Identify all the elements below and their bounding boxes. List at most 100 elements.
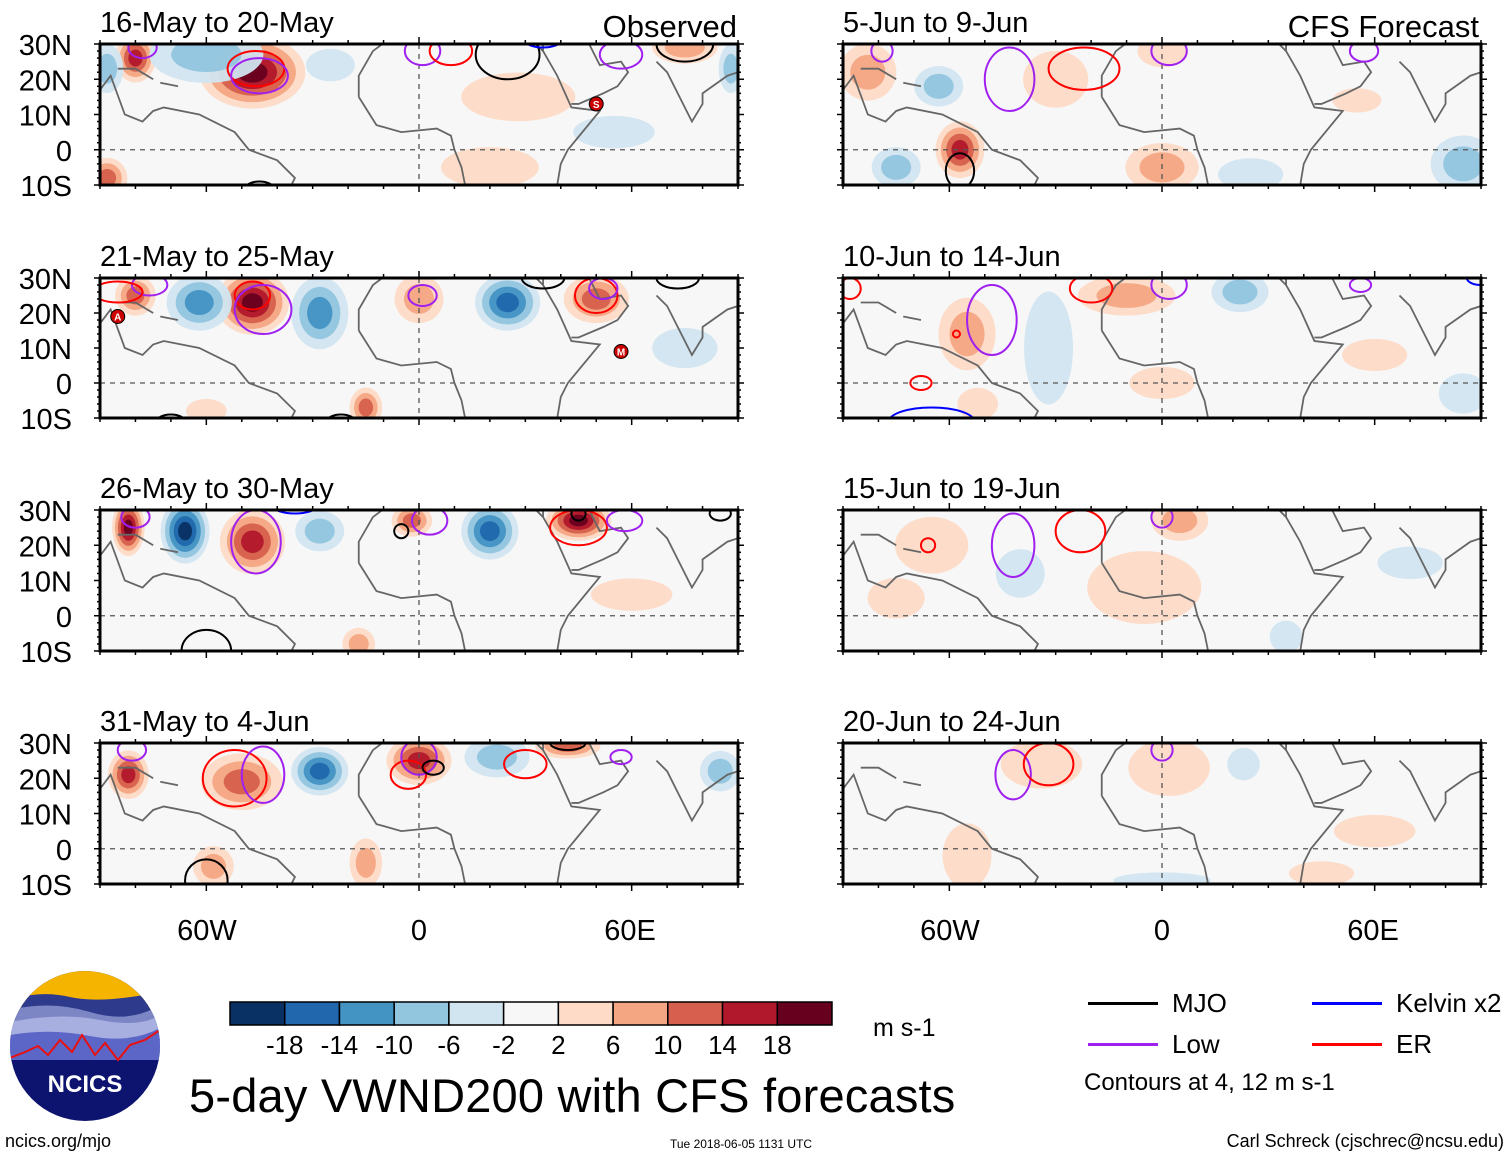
contour-mjo (708, 510, 732, 522)
y-tick-label: 10N (19, 800, 72, 832)
coastline (1277, 743, 1345, 884)
anomaly-shading (1024, 291, 1074, 405)
coastline (655, 526, 738, 590)
coastline (1277, 510, 1345, 651)
contour-mjo (393, 523, 410, 540)
contour-low (588, 278, 619, 300)
anomaly-shading (307, 296, 333, 330)
panel-plot-area: AM (100, 278, 738, 418)
coastline (903, 547, 922, 554)
panel-plot-area: S (100, 44, 738, 185)
anomaly-shading (1443, 146, 1481, 182)
contour-low (605, 510, 644, 533)
coastline (357, 743, 384, 796)
colorbar-label: 6 (606, 1030, 620, 1060)
contour-low (1150, 278, 1188, 300)
contour-mjo (655, 44, 715, 63)
map-panel: 10-Jun to 14-Jun (837, 241, 1487, 425)
panel-title: 16-May to 20-May (100, 7, 334, 39)
y-tick-label: 10N (19, 101, 72, 133)
website-link[interactable]: ncics.org/mjo (5, 1131, 112, 1151)
anomaly-shading (1438, 373, 1481, 414)
contour-low (116, 743, 148, 762)
author-credit: Carl Schreck (cjschrec@ncsu.edu) (1226, 1131, 1504, 1151)
y-tick-label: 0 (56, 369, 72, 401)
colorbar-label: 18 (763, 1030, 792, 1060)
legend-label: Kelvin x2 (1396, 988, 1502, 1018)
coastline (534, 44, 602, 185)
coastline (1100, 330, 1209, 418)
anomaly-shading (1023, 50, 1089, 108)
coastline (903, 315, 922, 321)
panel-title: 15-Jun to 19-Jun (843, 473, 1061, 505)
y-tick-label: 10S (20, 637, 72, 669)
anomaly-shading (1342, 338, 1408, 372)
anomaly-shading (358, 398, 374, 417)
coastline (571, 743, 630, 804)
contour-kelvin-x2 (889, 406, 975, 418)
colorbar-swatch (721, 1001, 779, 1026)
contour-low (609, 749, 633, 766)
coastline (1398, 60, 1481, 124)
panel-plot-area (843, 278, 1481, 418)
coastline (903, 780, 922, 787)
contour-mjo (157, 413, 185, 418)
coastline (160, 315, 179, 321)
y-tick-label: 10N (19, 334, 72, 366)
y-tick-label: 0 (56, 602, 72, 634)
coastline (1100, 562, 1209, 651)
legend-swatch-kelvin (1312, 1002, 1382, 1005)
contour-low (120, 510, 151, 529)
anomaly-shading (957, 387, 999, 418)
contour-er (233, 280, 272, 311)
coastline (100, 539, 297, 651)
contour-low (1150, 44, 1188, 67)
anomaly-shading (850, 54, 886, 90)
contour-er (951, 329, 961, 339)
coastline (100, 73, 297, 185)
coastline (1314, 44, 1373, 105)
chart-title: 5-day VWND200 with CFS forecasts (189, 1069, 956, 1122)
contour-er (100, 280, 144, 304)
anomaly-shading (184, 289, 214, 316)
contour-low (410, 510, 449, 536)
panel-title: 10-Jun to 14-Jun (843, 241, 1061, 273)
colorbar-swatch (393, 1001, 450, 1026)
contour-mjo (421, 759, 445, 776)
legend-swatch-er (1312, 1043, 1382, 1046)
anomaly-shading (241, 530, 264, 554)
coastline (117, 533, 154, 547)
contour-low (130, 278, 169, 297)
colorbar-swatch (557, 1001, 614, 1026)
anomaly-shading (723, 53, 738, 84)
anomaly-shading (355, 847, 376, 878)
panel-plot-area (843, 44, 1481, 185)
x-tick-label: 0 (411, 915, 427, 947)
contour-low (127, 44, 158, 60)
colorbar-swatch (283, 1001, 341, 1026)
contour-low (400, 743, 438, 776)
contour-low (983, 46, 1036, 112)
colorbar-swatch (338, 1001, 395, 1026)
coastline (100, 307, 297, 418)
x-tick-label: 0 (1154, 915, 1170, 947)
contour-low (1348, 278, 1373, 293)
colorbar-swatch (612, 1001, 669, 1026)
contour-er (389, 759, 428, 790)
y-tick-label: 20N (19, 531, 72, 563)
anomaly-shading (479, 521, 500, 542)
y-tick-label: 30N (19, 496, 72, 528)
y-tick-label: 10N (19, 567, 72, 599)
coastline (571, 44, 630, 105)
svg-text:S: S (593, 100, 600, 111)
contour-er (573, 278, 619, 314)
contour-note: Contours at 4, 12 m s-1 (1084, 1069, 1335, 1096)
coastline (860, 67, 897, 81)
colorbar-label: 2 (551, 1030, 565, 1060)
coastline (843, 307, 1040, 418)
legend-label: MJO (1172, 988, 1227, 1018)
